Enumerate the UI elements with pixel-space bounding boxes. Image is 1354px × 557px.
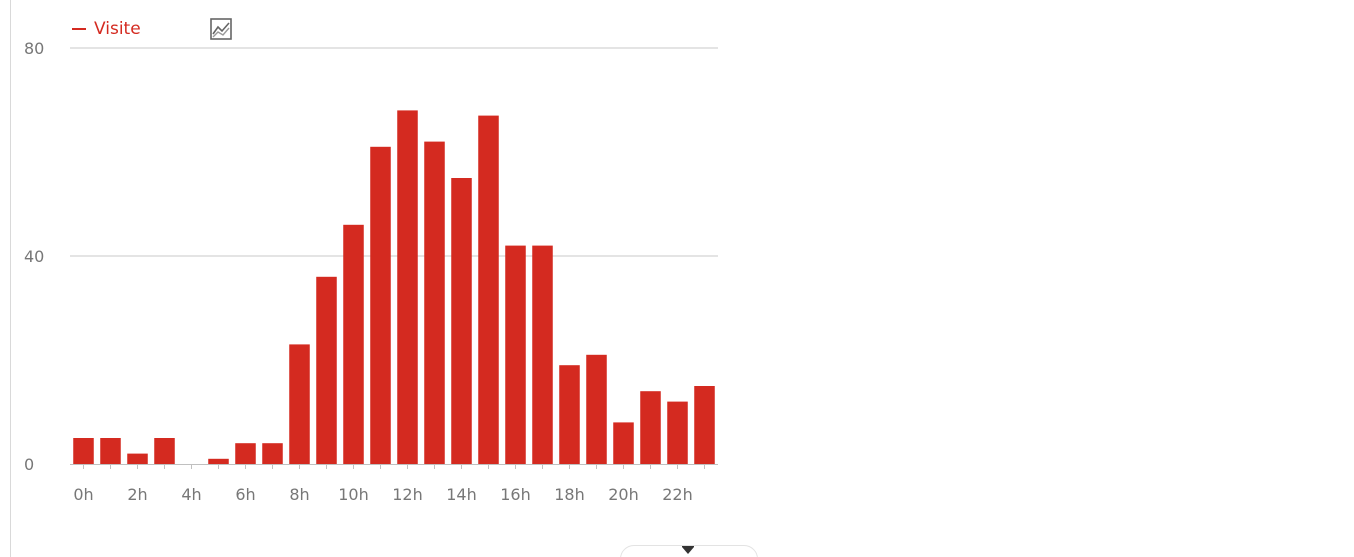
x-tick-label-6h: 6h xyxy=(235,485,255,504)
bar-13h[interactable] xyxy=(424,141,445,464)
bar-18h[interactable] xyxy=(559,365,580,464)
download-arrow-bar xyxy=(682,546,694,547)
bar-0h[interactable] xyxy=(73,438,94,464)
x-tick-label-0h: 0h xyxy=(73,485,93,504)
y-tick-label-40: 40 xyxy=(24,247,44,266)
x-tick-label-22h: 22h xyxy=(662,485,693,504)
bar-20h[interactable] xyxy=(613,422,634,464)
bar-22h[interactable] xyxy=(667,401,688,464)
legend-label-visite[interactable]: Visite xyxy=(94,19,141,39)
line-chart-icon[interactable] xyxy=(208,16,234,42)
bar-chart: 0 40 80 0h 2h 4h 6h 8h 10h 12h 14h 16h 18h 20h 22h xyxy=(24,39,718,504)
y-tick-label-80: 80 xyxy=(24,39,44,58)
x-tick-label-2h: 2h xyxy=(127,485,147,504)
bar-15h[interactable] xyxy=(478,115,499,464)
x-tick-label-8h: 8h xyxy=(289,485,309,504)
bar-14h[interactable] xyxy=(451,178,472,464)
x-tick-label-4h: 4h xyxy=(181,485,201,504)
bar-5h[interactable] xyxy=(208,458,229,464)
left-border xyxy=(10,0,11,557)
bar-12h[interactable] xyxy=(397,110,418,465)
download-arrow-icon xyxy=(682,547,694,554)
legend-swatch xyxy=(72,28,86,30)
bar-23h[interactable] xyxy=(694,386,715,464)
x-tick-label-10h: 10h xyxy=(338,485,369,504)
bar-7h[interactable] xyxy=(262,443,283,464)
bar-9h[interactable] xyxy=(316,276,337,464)
x-tick-label-18h: 18h xyxy=(554,485,585,504)
bar-1h[interactable] xyxy=(100,438,121,464)
y-tick-label-0: 0 xyxy=(24,455,34,474)
export-menu-button[interactable] xyxy=(620,545,758,557)
bar-6h[interactable] xyxy=(235,443,256,464)
x-tick-label-12h: 12h xyxy=(392,485,423,504)
bar-21h[interactable] xyxy=(640,391,661,464)
bar-2h[interactable] xyxy=(127,453,148,464)
bar-10h[interactable] xyxy=(343,224,364,464)
legend[interactable]: Visite xyxy=(72,16,141,42)
bar-17h[interactable] xyxy=(532,245,553,464)
x-tick-label-14h: 14h xyxy=(446,485,477,504)
bar-16h[interactable] xyxy=(505,245,526,464)
x-tick-label-16h: 16h xyxy=(500,485,531,504)
bar-19h[interactable] xyxy=(586,354,607,464)
bar-8h[interactable] xyxy=(289,344,310,464)
x-tick-label-20h: 20h xyxy=(608,485,639,504)
bar-3h[interactable] xyxy=(154,438,175,464)
bar-11h[interactable] xyxy=(370,146,391,465)
